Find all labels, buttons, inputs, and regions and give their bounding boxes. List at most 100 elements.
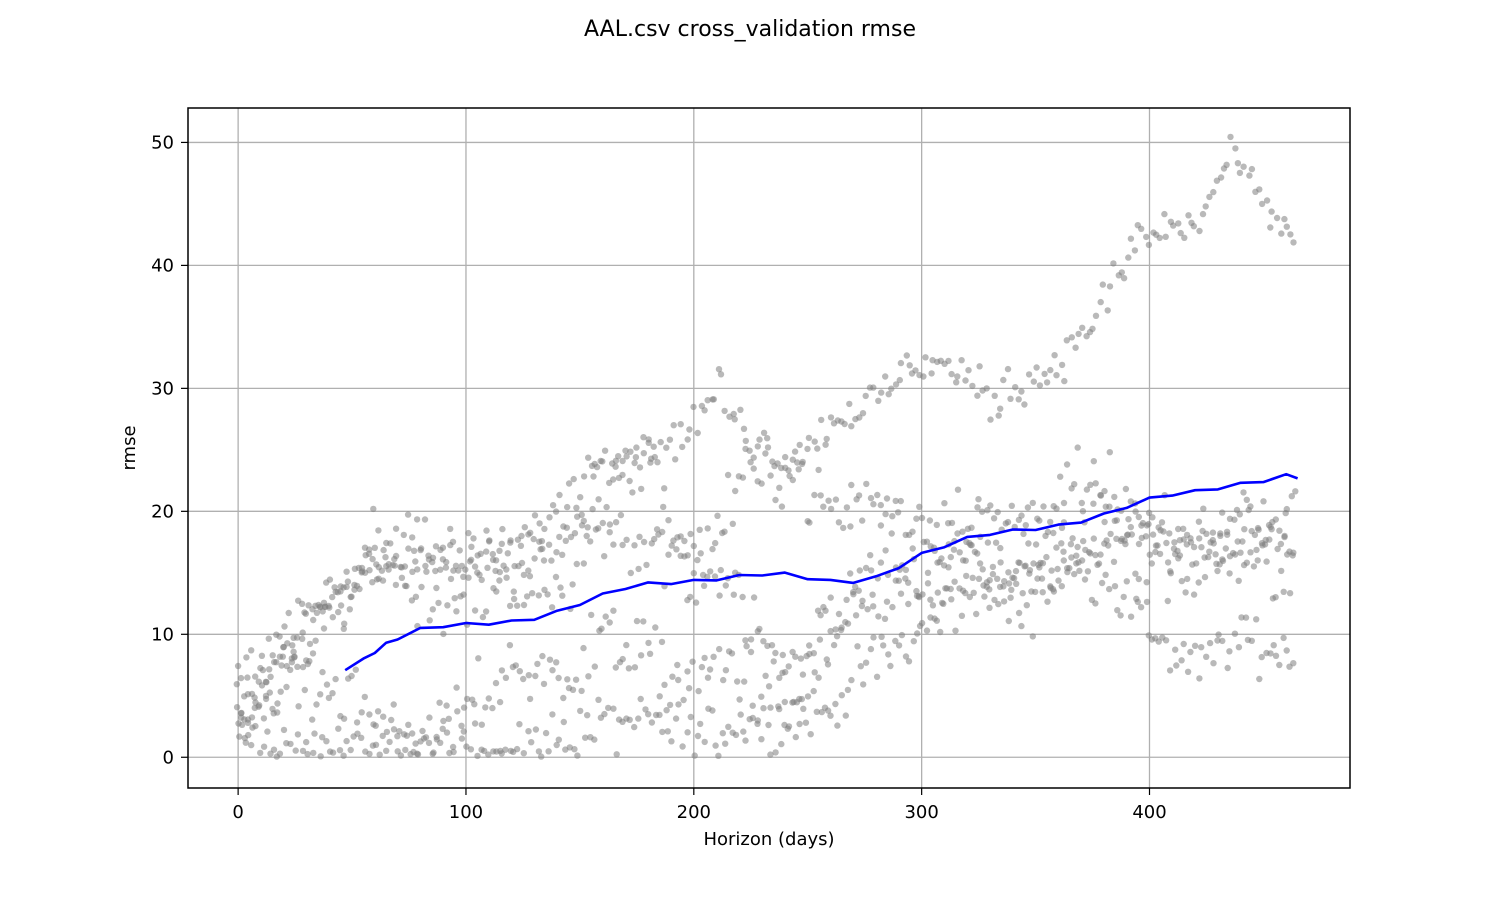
data-point <box>1260 498 1267 505</box>
data-point <box>974 504 981 511</box>
data-point <box>267 673 274 680</box>
data-point <box>520 675 527 683</box>
data-point <box>1098 579 1106 587</box>
data-point <box>968 524 975 531</box>
data-point <box>269 652 276 659</box>
data-point <box>564 503 571 511</box>
data-point <box>867 494 875 502</box>
data-point <box>520 601 528 609</box>
data-point <box>1118 269 1126 276</box>
data-point <box>1030 560 1037 567</box>
data-point <box>1060 557 1068 564</box>
data-point <box>827 627 834 635</box>
data-point <box>789 648 796 656</box>
data-point <box>629 489 636 496</box>
data-point <box>1280 588 1287 595</box>
data-point <box>870 634 877 641</box>
data-point <box>337 602 345 609</box>
data-point <box>301 686 308 694</box>
data-point <box>631 542 638 549</box>
data-point <box>569 686 577 693</box>
data-point <box>535 748 543 755</box>
data-point <box>1074 543 1081 551</box>
data-point <box>1143 598 1151 606</box>
data-point <box>631 664 639 671</box>
data-point <box>595 496 602 503</box>
data-point <box>877 522 885 529</box>
data-point <box>465 529 472 537</box>
data-point <box>277 688 284 695</box>
data-point <box>1087 481 1094 488</box>
data-point <box>934 589 941 596</box>
data-point <box>810 687 817 695</box>
data-point <box>1173 662 1180 669</box>
data-point <box>1102 503 1110 510</box>
data-point <box>1161 210 1168 218</box>
data-point <box>716 645 723 653</box>
data-point <box>958 357 965 364</box>
data-point <box>541 586 548 593</box>
data-point <box>311 730 318 737</box>
data-point <box>737 406 744 413</box>
data-point <box>486 537 493 544</box>
data-point <box>1037 559 1044 567</box>
data-point <box>612 519 620 526</box>
data-point <box>510 588 517 595</box>
data-point <box>818 708 825 716</box>
data-point <box>1232 145 1239 152</box>
data-point <box>1272 516 1280 523</box>
data-point <box>846 400 853 408</box>
data-point <box>635 715 642 722</box>
data-point <box>1178 657 1185 664</box>
data-point <box>1071 570 1078 578</box>
data-point <box>786 472 793 480</box>
data-point <box>557 584 564 591</box>
data-point <box>782 453 789 461</box>
data-point <box>1164 597 1172 605</box>
data-point <box>882 510 889 518</box>
data-point <box>1200 505 1207 512</box>
data-point <box>460 591 467 598</box>
data-point <box>905 600 912 608</box>
data-point <box>623 536 630 543</box>
data-point <box>1018 512 1025 519</box>
data-point <box>1247 549 1254 556</box>
data-point <box>742 737 749 744</box>
data-point <box>1261 541 1269 548</box>
data-point <box>1156 234 1163 242</box>
data-point <box>499 525 506 533</box>
data-point <box>758 693 765 700</box>
data-point <box>848 423 855 430</box>
data-point <box>912 367 919 374</box>
data-point <box>1180 525 1187 532</box>
data-point <box>1110 558 1118 565</box>
data-point <box>325 694 333 702</box>
data-point <box>892 381 900 388</box>
data-point <box>798 460 806 468</box>
data-point <box>968 542 975 549</box>
data-point <box>601 553 608 560</box>
data-point <box>815 674 822 681</box>
data-point <box>951 578 958 585</box>
data-point <box>270 746 278 753</box>
data-point <box>882 547 889 554</box>
data-point <box>992 539 1000 546</box>
data-point <box>1172 646 1179 653</box>
data-point <box>1040 503 1047 510</box>
data-point <box>1095 560 1103 567</box>
data-point <box>699 571 707 579</box>
data-point <box>356 585 363 593</box>
data-point <box>294 731 302 738</box>
data-point <box>1125 254 1132 261</box>
data-point <box>591 663 598 670</box>
data-point <box>653 526 661 533</box>
data-point <box>531 512 539 519</box>
data-point <box>1085 549 1093 556</box>
data-point <box>445 715 452 722</box>
data-point <box>924 569 932 576</box>
y-tick-label: 30 <box>151 378 174 399</box>
data-point <box>409 568 416 575</box>
data-point <box>262 692 270 700</box>
trend-line <box>344 472 1299 672</box>
data-point <box>867 645 875 653</box>
